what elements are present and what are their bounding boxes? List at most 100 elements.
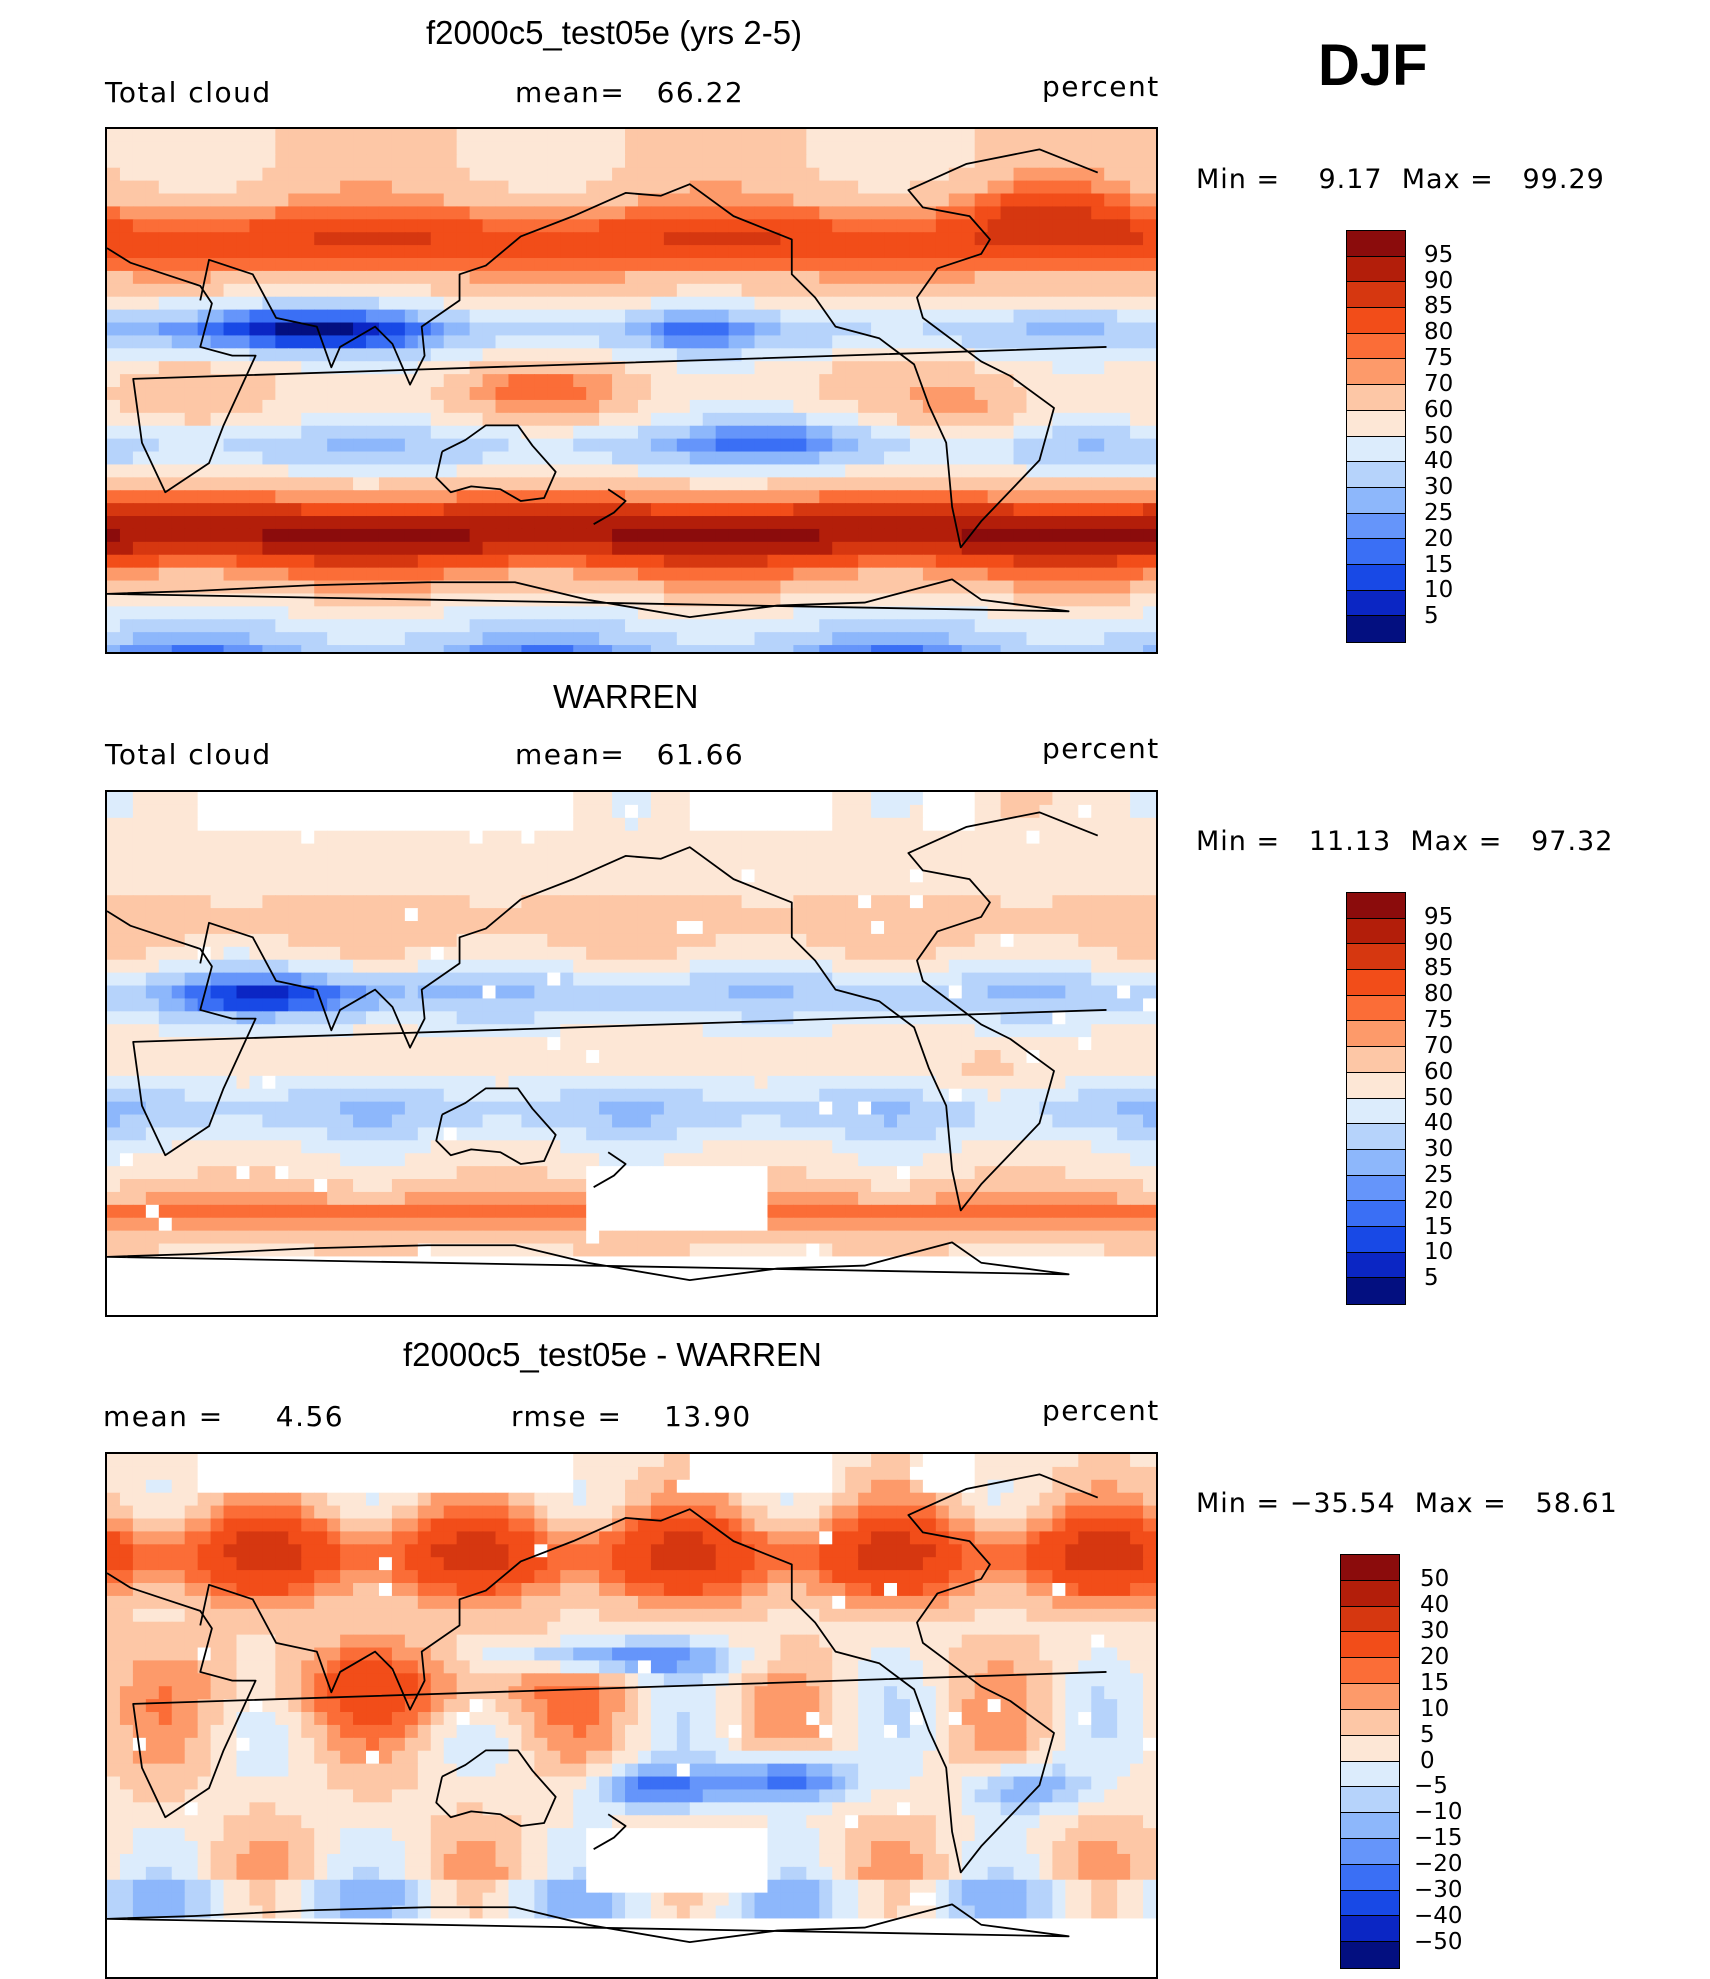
field-cell xyxy=(832,895,846,909)
field-cell xyxy=(378,348,393,362)
field-cell xyxy=(741,361,756,375)
field-cell xyxy=(107,882,121,896)
field-cell xyxy=(456,322,471,337)
field-cell xyxy=(689,933,704,948)
field-cell xyxy=(832,361,846,375)
field-cell xyxy=(184,399,199,414)
field-cell xyxy=(171,167,186,182)
field-cell xyxy=(754,792,769,806)
field-cell xyxy=(961,180,976,195)
field-cell xyxy=(987,464,1002,478)
field-cell xyxy=(676,619,691,633)
field-cell xyxy=(676,309,691,324)
field-cell xyxy=(650,141,665,156)
field-cell xyxy=(508,817,523,832)
field-cell xyxy=(210,154,225,169)
field-cell xyxy=(935,567,950,582)
field-cell xyxy=(223,464,238,478)
field-cell xyxy=(871,792,885,806)
field-cell xyxy=(599,985,613,1000)
field-cell xyxy=(1078,219,1092,233)
field-cell xyxy=(378,129,393,143)
field-cell xyxy=(728,412,743,427)
field-cell xyxy=(974,882,989,896)
field-cell xyxy=(262,245,276,259)
field-cell xyxy=(689,645,704,652)
field-cell xyxy=(521,632,535,646)
field-cell xyxy=(262,374,276,388)
field-cell xyxy=(223,985,238,1000)
field-cell xyxy=(417,361,432,375)
field-cell xyxy=(974,180,989,195)
field-cell xyxy=(366,959,380,974)
field-cell xyxy=(974,387,989,401)
field-cell xyxy=(573,464,587,478)
field-cell xyxy=(443,843,458,858)
field-cell xyxy=(275,464,289,478)
field-cell xyxy=(249,451,264,466)
field-cell xyxy=(819,882,833,896)
field-cell xyxy=(1065,882,1079,896)
field-cell xyxy=(171,219,186,233)
field-cell xyxy=(495,309,510,324)
field-cell xyxy=(1039,516,1053,530)
field-cell xyxy=(1026,348,1041,362)
field-cell xyxy=(767,817,782,832)
field-cell xyxy=(288,528,302,543)
field-cell xyxy=(301,438,315,453)
field-cell xyxy=(1091,1037,1105,1051)
field-cell xyxy=(1039,1011,1053,1025)
field-cell xyxy=(974,946,989,961)
field-cell xyxy=(974,296,989,311)
field-cell xyxy=(288,464,302,478)
field-cell xyxy=(456,998,471,1012)
field-cell xyxy=(676,580,691,595)
field-cell xyxy=(443,541,458,556)
field-cell xyxy=(353,503,367,517)
field-cell xyxy=(197,856,212,871)
field-cell xyxy=(845,843,859,858)
field-cell xyxy=(171,959,186,974)
field-cell xyxy=(1052,219,1066,233)
field-cell xyxy=(612,503,626,517)
field-cell xyxy=(858,1024,872,1038)
field-cell xyxy=(832,503,846,517)
field-cell xyxy=(819,464,833,478)
field-cell xyxy=(1052,129,1066,143)
field-cell xyxy=(987,856,1002,871)
field-cell xyxy=(689,451,704,466)
field-cell xyxy=(288,1011,302,1025)
field-cell xyxy=(676,1024,691,1038)
field-cell xyxy=(832,998,846,1012)
field-cell xyxy=(1065,258,1079,272)
field-cell xyxy=(119,232,134,246)
field-cell xyxy=(508,985,523,1000)
field-cell xyxy=(340,541,354,556)
field-cell xyxy=(327,908,341,922)
field-cell xyxy=(469,959,484,974)
field-cell xyxy=(197,490,212,504)
field-cell xyxy=(508,792,523,806)
field-cell xyxy=(443,245,458,259)
field-cell xyxy=(1052,593,1066,607)
field-cell xyxy=(107,843,121,858)
field-cell xyxy=(1039,933,1053,948)
field-cell xyxy=(663,141,678,156)
field-cell xyxy=(508,477,523,491)
field-cell xyxy=(521,335,535,349)
field-cell xyxy=(612,387,626,401)
field-cell xyxy=(637,141,652,156)
field-cell xyxy=(340,580,354,595)
field-cell xyxy=(262,921,276,935)
field-cell xyxy=(715,335,730,349)
field-cell xyxy=(896,882,911,896)
field-cell xyxy=(612,895,626,909)
field-cell xyxy=(1013,908,1028,922)
field-cell xyxy=(1117,843,1131,858)
field-cell xyxy=(443,296,458,311)
field-cell xyxy=(107,830,121,845)
field-cell xyxy=(832,908,846,922)
field-cell xyxy=(391,219,406,233)
field-cell xyxy=(210,972,225,987)
field-cell xyxy=(560,516,574,530)
